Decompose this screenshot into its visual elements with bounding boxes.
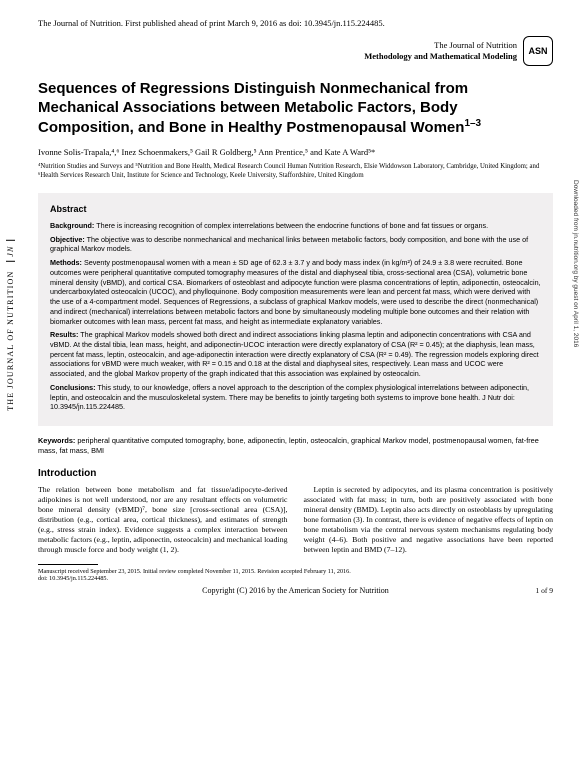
journal-name: The Journal of Nutrition xyxy=(364,40,517,51)
title-text: Sequences of Regressions Distinguish Non… xyxy=(38,80,468,136)
abstract-objective: Objective: The objective was to describe… xyxy=(50,235,541,254)
keywords-label: Keywords: xyxy=(38,436,75,445)
asn-logo: ASN xyxy=(523,36,553,66)
introduction-heading: Introduction xyxy=(38,468,553,479)
abs-objective-label: Objective: xyxy=(50,235,85,244)
abstract-heading: Abstract xyxy=(50,203,541,215)
footer-rule xyxy=(38,564,98,565)
body-col-left: The relation between bone metabolism and… xyxy=(38,485,288,556)
abs-background-text: There is increasing recognition of compl… xyxy=(94,221,488,230)
body-col-right: Leptin is secreted by adipocytes, and it… xyxy=(304,485,554,556)
copyright-line: Copyright (C) 2016 by the American Socie… xyxy=(38,586,553,595)
abs-methods-label: Methods: xyxy=(50,258,82,267)
journal-section: Methodology and Mathematical Modeling xyxy=(364,51,517,62)
manuscript-dates: Manuscript received September 23, 2015. … xyxy=(38,568,553,584)
abstract-results: Results: The graphical Markov models sho… xyxy=(50,330,541,379)
article-title: Sequences of Regressions Distinguish Non… xyxy=(38,80,553,137)
preprint-line: The Journal of Nutrition. First publishe… xyxy=(38,18,553,28)
page-number: 1 of 9 xyxy=(536,586,554,595)
abs-methods-text: Seventy postmenopausal women with a mean… xyxy=(50,258,541,325)
abstract-box: Abstract Background: There is increasing… xyxy=(38,193,553,426)
abs-conclusions-label: Conclusions: xyxy=(50,383,96,392)
abs-background-label: Background: xyxy=(50,221,94,230)
keywords: Keywords: peripheral quantitative comput… xyxy=(38,436,553,456)
journal-header: The Journal of Nutrition Methodology and… xyxy=(38,36,553,66)
abstract-methods: Methods: Seventy postmenopausal women wi… xyxy=(50,258,541,326)
keywords-text: peripheral quantitative computed tomogra… xyxy=(38,436,539,455)
authors-line: Ivonne Solis-Trapala,⁴,⁶ Inez Schoenmake… xyxy=(38,147,553,157)
abs-conclusions-text: This study, to our knowledge, offers a n… xyxy=(50,383,529,411)
abstract-conclusions: Conclusions: This study, to our knowledg… xyxy=(50,383,541,412)
abs-results-label: Results: xyxy=(50,330,78,339)
journal-header-text: The Journal of Nutrition Methodology and… xyxy=(364,40,517,62)
title-superscript: 1–3 xyxy=(464,118,481,129)
body-col-right-text: Leptin is secreted by adipocytes, and it… xyxy=(304,485,554,555)
body-columns: The relation between bone metabolism and… xyxy=(38,485,553,556)
abs-objective-text: The objective was to describe nonmechani… xyxy=(50,235,528,254)
page-container: The Journal of Nutrition. First publishe… xyxy=(0,0,585,605)
abs-results-text: The graphical Markov models showed both … xyxy=(50,330,539,378)
asn-logo-text: ASN xyxy=(528,46,547,56)
abstract-background: Background: There is increasing recognit… xyxy=(50,221,541,231)
affiliations: ⁴Nutrition Studies and Surveys and ⁵Nutr… xyxy=(38,163,553,181)
